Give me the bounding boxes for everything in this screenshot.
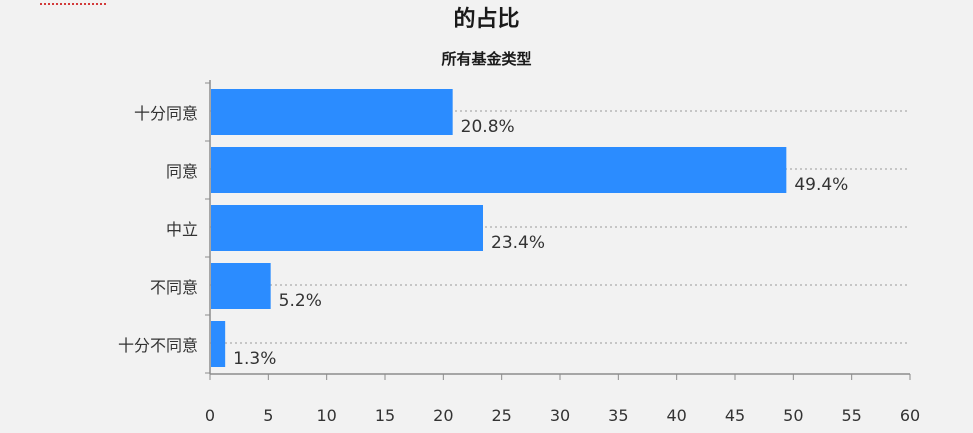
- x-tick-label: 20: [433, 406, 453, 425]
- bar: [211, 205, 483, 251]
- x-tick-label: 60: [900, 406, 920, 425]
- category-label: 同意: [166, 162, 198, 181]
- x-tick-label: 10: [316, 406, 336, 425]
- x-tick-label: 50: [783, 406, 803, 425]
- bar: [211, 89, 453, 135]
- x-tick-label: 40: [666, 406, 686, 425]
- x-tick-label: 0: [205, 406, 215, 425]
- x-tick-label: 35: [608, 406, 628, 425]
- chart-subtitle: 所有基金类型: [441, 50, 532, 68]
- x-tick-label: 45: [725, 406, 745, 425]
- category-label: 中立: [166, 220, 198, 239]
- bar: [211, 263, 271, 309]
- data-label: 49.4%: [794, 175, 848, 195]
- chart-title-line-2: 的占比: [453, 7, 520, 32]
- x-tick-label: 15: [375, 406, 395, 425]
- category-label: 十分不同意: [118, 336, 198, 355]
- category-label: 不同意: [150, 278, 198, 297]
- data-label: 1.3%: [233, 349, 276, 369]
- x-tick-label: 5: [263, 406, 273, 425]
- x-tick-label: 55: [841, 406, 861, 425]
- bar: [211, 147, 787, 193]
- title-underline-mark: [40, 0, 106, 5]
- bar: [211, 321, 226, 367]
- data-label: 5.2%: [279, 291, 322, 311]
- x-tick-label: 30: [550, 406, 570, 425]
- x-tick-label: 25: [491, 406, 511, 425]
- data-label: 23.4%: [491, 233, 545, 253]
- category-label: 十分同意: [134, 104, 198, 123]
- data-label: 20.8%: [461, 117, 515, 137]
